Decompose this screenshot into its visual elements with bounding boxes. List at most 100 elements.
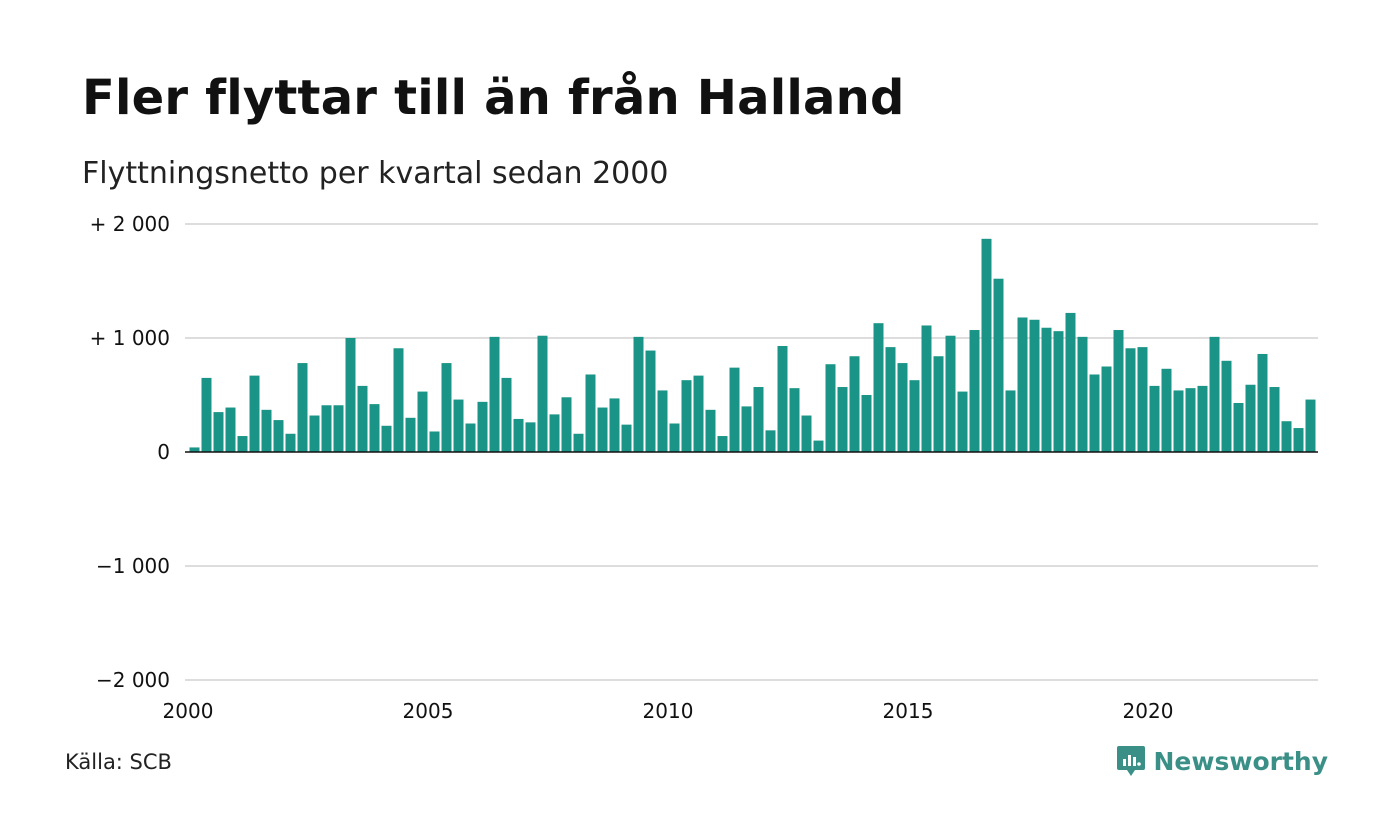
bar xyxy=(1041,327,1052,452)
bar xyxy=(477,401,488,452)
bar xyxy=(1125,348,1136,452)
bar xyxy=(681,380,692,452)
bar xyxy=(1101,366,1112,452)
chart-title: Fler flyttar till än från Halland xyxy=(82,70,905,126)
bar xyxy=(381,425,392,452)
bar xyxy=(741,406,752,452)
bar xyxy=(1293,428,1304,452)
y-tick-label: + 1 000 xyxy=(90,326,170,350)
bar xyxy=(609,398,620,452)
bar xyxy=(945,335,956,452)
y-axis-labels: + 2 000 + 1 000 0 −1 000 −2 000 xyxy=(90,212,170,692)
bar xyxy=(981,238,992,452)
newsworthy-logo[interactable]: Newsworthy xyxy=(1116,744,1329,778)
bar xyxy=(1245,384,1256,452)
y-tick-label: −2 000 xyxy=(96,668,170,692)
bar xyxy=(825,364,836,452)
bar xyxy=(465,423,476,452)
newsworthy-logo-icon xyxy=(1116,746,1145,776)
bar xyxy=(933,356,944,452)
bar xyxy=(261,409,272,452)
bar xyxy=(1089,374,1100,452)
bar xyxy=(1257,353,1268,452)
x-tick-label: 2015 xyxy=(883,699,934,723)
bar xyxy=(717,436,728,452)
bar xyxy=(693,375,704,452)
bar xyxy=(201,377,212,452)
bar xyxy=(1005,390,1016,452)
x-axis-labels: 2000 2005 2010 2015 2020 xyxy=(163,699,1174,723)
bar xyxy=(1065,312,1076,452)
bar xyxy=(873,323,884,452)
bar xyxy=(885,347,896,452)
bar xyxy=(969,330,980,452)
bar xyxy=(345,338,356,452)
bar xyxy=(561,397,572,452)
x-tick-label: 2000 xyxy=(163,699,214,723)
bar xyxy=(909,380,920,452)
chart-subtitle: Flyttningsnetto per kvartal sedan 2000 xyxy=(82,156,669,191)
bar xyxy=(789,388,800,452)
bar xyxy=(801,415,812,452)
bar xyxy=(657,390,668,452)
bar xyxy=(429,431,440,452)
bar xyxy=(417,391,428,452)
bar xyxy=(321,405,332,452)
bar xyxy=(633,336,644,452)
bar xyxy=(1221,360,1232,452)
bar xyxy=(1149,385,1160,452)
bar xyxy=(405,417,416,452)
bar xyxy=(297,363,308,452)
bar xyxy=(645,350,656,452)
bar xyxy=(513,418,524,452)
bar xyxy=(1185,388,1196,452)
bar xyxy=(993,278,1004,452)
bar xyxy=(1233,402,1244,452)
bar xyxy=(921,325,932,452)
brand-name: Newsworthy xyxy=(1153,746,1329,776)
bar xyxy=(549,414,560,452)
bar xyxy=(1077,336,1088,452)
bar xyxy=(1197,385,1208,452)
bar xyxy=(585,374,596,452)
x-tick-label: 2005 xyxy=(403,699,454,723)
bar xyxy=(285,433,296,452)
bar xyxy=(441,363,452,452)
bar xyxy=(393,348,404,452)
bar xyxy=(765,430,776,452)
bar xyxy=(369,404,380,452)
y-tick-label: −1 000 xyxy=(96,554,170,578)
bar xyxy=(669,423,680,452)
bar xyxy=(897,363,908,452)
bar xyxy=(957,391,968,452)
bar xyxy=(1053,331,1064,452)
bar xyxy=(1029,319,1040,452)
bar xyxy=(1281,421,1292,452)
bar-series xyxy=(189,238,1316,452)
x-tick-label: 2010 xyxy=(643,699,694,723)
bar xyxy=(729,367,740,452)
bar xyxy=(189,447,200,452)
bar xyxy=(597,407,608,452)
bar xyxy=(309,415,320,452)
bar xyxy=(705,409,716,452)
bar xyxy=(1161,368,1172,452)
bar xyxy=(1113,330,1124,452)
bar xyxy=(861,395,872,452)
bar xyxy=(537,335,548,452)
bar xyxy=(1269,387,1280,452)
bar xyxy=(213,412,224,452)
bar xyxy=(621,424,632,452)
source-note: Källa: SCB xyxy=(65,750,172,774)
bar xyxy=(1209,336,1220,452)
x-tick-label: 2020 xyxy=(1123,699,1174,723)
bar xyxy=(1137,347,1148,452)
y-tick-label: + 2 000 xyxy=(90,212,170,236)
bar xyxy=(249,375,260,452)
bar xyxy=(813,440,824,452)
bar xyxy=(1305,399,1316,452)
bar xyxy=(489,336,500,452)
bar xyxy=(237,436,248,452)
bar xyxy=(1017,317,1028,452)
bar xyxy=(501,377,512,452)
